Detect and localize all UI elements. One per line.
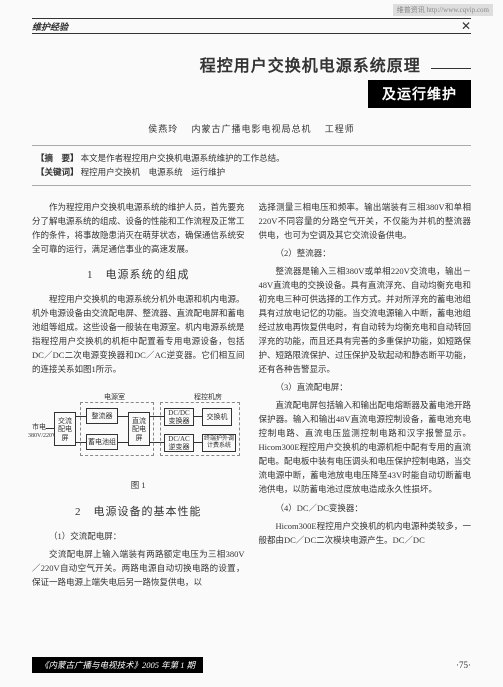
- right-p3: 直流配电屏包括输入和输出配电熔断器及蓄电池开路保护器。输入和输出48V直流电源控…: [259, 398, 472, 496]
- right-p1: 选择测量三相电压和频率。输出端装有三相380V和单相220V不同容量的分路空气开…: [259, 200, 472, 242]
- section-1-para: 程控用户交换机的电源系统分机外电源和机内电源。机外电源设备由交流配电屏、整流器、…: [32, 292, 245, 376]
- abstract-block: 【摘 要】 本文是作者程控用户交换机电源系统维护的工作总结。 【关键词】 程控用…: [32, 145, 471, 186]
- right-p4: Hicom300E程控用户交换机的机内电源种类较多，一般都由DC／DC二次模块电…: [259, 519, 472, 547]
- subtitle-badge: 及运行维护: [368, 80, 471, 108]
- header-section: 维护经验: [32, 20, 68, 33]
- section-2-heading: 2 电源设备的基本性能: [32, 503, 245, 521]
- figure-1-caption: 图 1: [32, 478, 245, 492]
- main-title: 程控用户交换机电源系统原理: [200, 52, 421, 76]
- author-line: 侯燕玲 内蒙古广播电影电视局总机 工程师: [32, 122, 471, 135]
- figure-1-diagram: 市电 380V/220V 电源室 程控机房 交流 配电屏 整流器 蓄电池组 直流…: [32, 384, 245, 474]
- page-number: ·75·: [456, 660, 471, 670]
- page-header: 维护经验 ✕: [32, 18, 471, 34]
- section-1-heading: 1 电源系统的组成: [32, 266, 245, 284]
- intro-para: 作为程控用户交换机电源系统的维护人员，首先要充分了解电源系统的组成、设备的性能和…: [32, 200, 245, 256]
- page-footer: 《内蒙古广播与电视技术》2005 年第 1 期 ·75·: [32, 657, 471, 673]
- sub-2-2: （2）整流器：: [259, 246, 472, 260]
- title-block: 程控用户交换机电源系统原理 及运行维护: [32, 52, 471, 108]
- right-column: 选择测量三相电压和频率。输出端装有三相380V和单相220V不同容量的分路空气开…: [259, 200, 472, 591]
- keywords-text: 程控用户交换机 电源系统 运行维护: [81, 167, 226, 177]
- title-rule: [431, 68, 471, 69]
- abstract-text: 本文是作者程控用户交换机电源系统维护的工作总结。: [81, 153, 285, 163]
- diagram-voltage-label: 380V/220V: [28, 432, 56, 442]
- keywords-label: 【关键词】: [36, 167, 79, 177]
- diagram-box-ac: 交流 配电屏: [54, 412, 76, 446]
- body-columns: 作为程控用户交换机电源系统的维护人员，首先要充分了解电源系统的组成、设备的性能和…: [32, 200, 471, 591]
- right-p2: 整流器是输入三相380V或单相220V交流电，输出－48V直流电的交换设备。具有…: [259, 264, 472, 376]
- sub-2-1: （1）交流配电屏：: [32, 529, 245, 543]
- watermark: 维普资讯 http://www.cqvip.com: [393, 4, 493, 16]
- diagram-group-border: [80, 402, 154, 456]
- diagram-line: [46, 428, 54, 429]
- sub-2-4: （4）DC／DC变换器：: [259, 501, 472, 515]
- author-name: 侯燕玲: [148, 124, 178, 134]
- left-column: 作为程控用户交换机电源系统的维护人员，首先要充分了解电源系统的组成、设备的性能和…: [32, 200, 245, 591]
- author-affiliation: 内蒙古广播电影电视局总机: [191, 124, 311, 134]
- abstract-label: 【摘 要】: [36, 153, 79, 163]
- tools-icon: ✕: [461, 19, 471, 34]
- sub-2-3: （3）直流配电屏：: [259, 380, 472, 394]
- author-role: 工程师: [325, 124, 355, 134]
- diagram-group-border: [160, 402, 240, 456]
- section-2-para: 交流配电屏上输入端装有两路额定电压为三相380V／220V自动空气开关。两路电源…: [32, 547, 245, 589]
- footer-journal: 《内蒙古广播与电视技术》2005 年第 1 期: [32, 657, 203, 673]
